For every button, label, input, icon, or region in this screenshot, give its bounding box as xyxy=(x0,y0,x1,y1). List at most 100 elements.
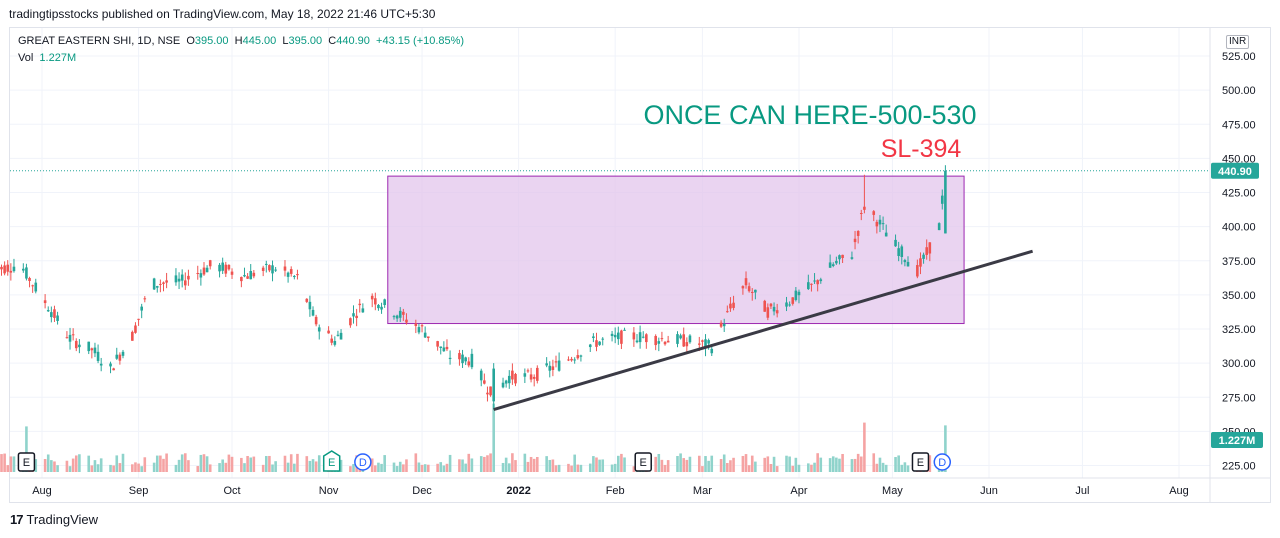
support-trendline xyxy=(493,249,1034,411)
volume-bar xyxy=(775,466,779,472)
candle-body xyxy=(551,366,555,371)
time-tick-label: Aug xyxy=(1169,485,1189,497)
volume-bar xyxy=(769,464,773,472)
volume-bar xyxy=(93,460,97,472)
earnings-marker-icon xyxy=(322,450,341,472)
price-tick-label: 450.00 xyxy=(1222,153,1256,165)
candle-body xyxy=(99,363,103,366)
candle-body xyxy=(610,333,614,337)
candle-body xyxy=(448,357,452,360)
volume-bar xyxy=(202,454,206,472)
volume-bar xyxy=(514,460,517,472)
volume-bar xyxy=(115,455,119,472)
volume-bar xyxy=(507,463,511,472)
volume-bar xyxy=(863,422,866,472)
volume-bar xyxy=(831,456,835,472)
volume-bar xyxy=(685,459,689,472)
volume-bar xyxy=(87,455,91,472)
volume-bar xyxy=(249,457,253,472)
volume-bar xyxy=(788,456,791,472)
volume-bar xyxy=(12,456,16,472)
currency-badge[interactable]: INR xyxy=(1226,35,1250,49)
candle-body xyxy=(701,340,704,342)
volume-bar xyxy=(152,462,156,472)
volume-bar xyxy=(701,466,704,472)
volume-bar xyxy=(96,464,100,472)
dividend-marker-icon xyxy=(354,453,372,471)
candle-body xyxy=(492,368,495,402)
time-tick-label: Sep xyxy=(129,485,149,497)
volume-bar xyxy=(620,453,623,472)
candle-body xyxy=(616,332,620,340)
volume-bar xyxy=(423,464,427,472)
volume-bar xyxy=(567,463,570,472)
candle-body xyxy=(529,374,533,380)
volume-bar xyxy=(719,459,723,472)
volume-bar xyxy=(588,463,592,472)
candle-body xyxy=(554,361,558,363)
tradingview-logo[interactable]: 17 TradingView xyxy=(10,512,98,527)
candle-body xyxy=(177,278,181,282)
candle-body xyxy=(507,375,511,384)
candle-body xyxy=(90,348,94,351)
volume-bar xyxy=(900,464,904,472)
candle-body xyxy=(330,338,334,343)
candle-body xyxy=(645,334,648,343)
close-label: C xyxy=(328,35,337,47)
volume-bar xyxy=(579,464,583,472)
candle-body xyxy=(613,334,617,338)
candle-body xyxy=(196,273,200,275)
candle-body xyxy=(155,286,159,288)
volume-bar xyxy=(526,461,530,472)
candle-body xyxy=(775,310,779,314)
volume-bar xyxy=(246,456,249,472)
volume-bar xyxy=(208,464,212,472)
volume-bar xyxy=(296,453,299,472)
volume-bar xyxy=(794,457,798,472)
volume-bar xyxy=(511,453,514,472)
volume-bar xyxy=(894,457,897,472)
candle-body xyxy=(601,338,605,340)
candle-body xyxy=(526,370,530,372)
candle-body xyxy=(56,315,59,321)
volume-bar xyxy=(165,453,168,472)
candle-body xyxy=(405,319,408,323)
dividend-marker-label: D xyxy=(359,457,367,469)
candle-body xyxy=(115,354,119,359)
volume-bar xyxy=(286,462,290,472)
candle-body xyxy=(121,351,125,356)
volume-bar xyxy=(906,465,910,472)
candle-body xyxy=(897,248,900,257)
vol-value: 1.227M xyxy=(39,52,77,64)
volume-bar xyxy=(131,464,134,472)
candle-body xyxy=(944,170,947,234)
volume-legend: Vol 1.227M xyxy=(18,52,76,64)
candle-body xyxy=(576,355,580,359)
candle-body xyxy=(112,368,115,371)
candle-body xyxy=(249,271,253,280)
dividend-marker-icon xyxy=(933,453,952,471)
high-label: H xyxy=(234,35,243,47)
volume-bar xyxy=(884,464,888,472)
volume-bar xyxy=(56,465,59,472)
volume-bar xyxy=(573,454,576,472)
candle-body xyxy=(296,274,299,276)
close-value: 440.90 xyxy=(336,35,370,47)
candle-body xyxy=(641,336,645,338)
volume-bar xyxy=(548,459,552,472)
price-tick-label: 225.00 xyxy=(1222,461,1256,473)
candle-body xyxy=(358,303,362,306)
volume-bar xyxy=(483,456,486,472)
symbol-name[interactable]: GREAT EASTERN SHI, 1D, NSE xyxy=(18,35,181,47)
candle-body xyxy=(423,332,427,338)
volume-bar xyxy=(853,458,857,472)
ohlc-legend: GREAT EASTERN SHI, 1D, NSE O395.00 H445.… xyxy=(18,35,464,47)
volume-bar xyxy=(143,457,147,472)
tradingview-brand: TradingView xyxy=(26,512,99,527)
candle-body xyxy=(900,246,904,258)
volume-bar xyxy=(159,455,162,472)
candle-body xyxy=(274,269,277,271)
candle-body xyxy=(246,276,249,279)
volume-bar xyxy=(697,455,701,472)
